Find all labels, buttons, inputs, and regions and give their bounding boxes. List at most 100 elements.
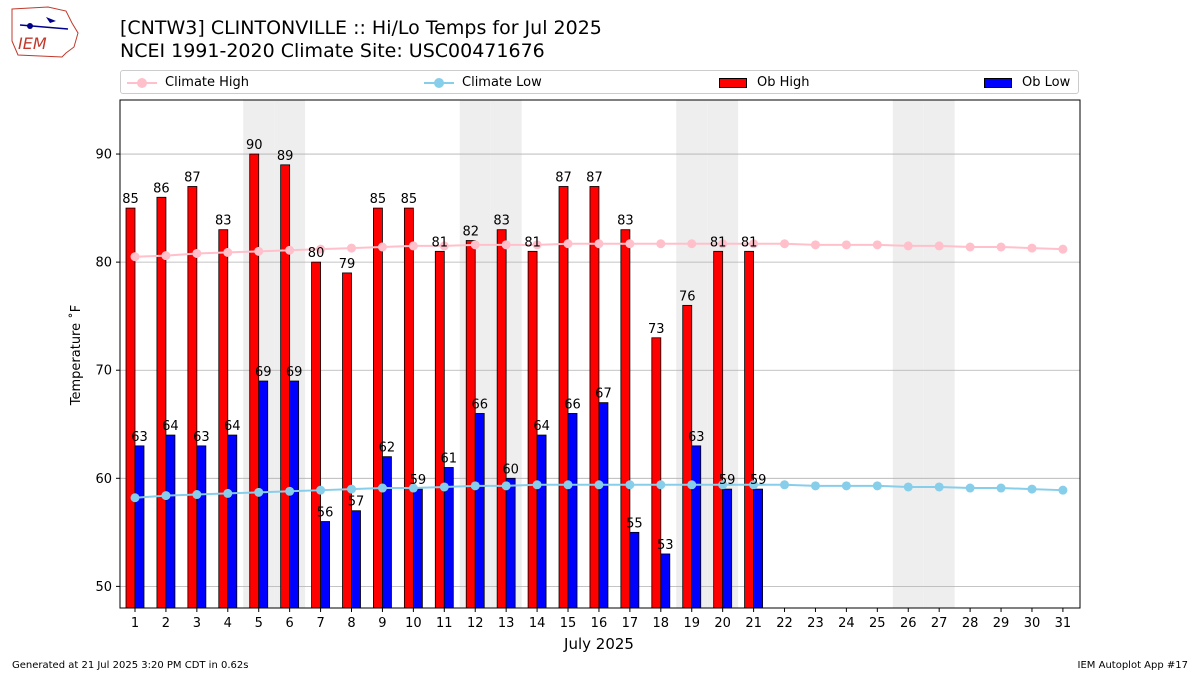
ob-low-label: 57 bbox=[348, 495, 365, 510]
x-tick-label: 19 bbox=[683, 616, 700, 631]
x-tick-label: 22 bbox=[776, 616, 793, 631]
ob-high-bar bbox=[373, 207, 383, 609]
climate-high-point bbox=[996, 242, 1006, 252]
ob-low-label: 62 bbox=[379, 441, 396, 456]
ob-low-label: 64 bbox=[224, 419, 241, 434]
legend-swatch-ob-low bbox=[984, 78, 1012, 88]
ob-high-label: 87 bbox=[184, 170, 201, 185]
ob-high-label: 81 bbox=[710, 235, 727, 250]
y-axis-label: Temperature ˚F bbox=[68, 305, 84, 406]
chart-subtitle: NCEI 1991-2020 Climate Site: USC00471676 bbox=[120, 40, 545, 62]
weekend-shading bbox=[243, 100, 955, 608]
x-axis-label: July 2025 bbox=[563, 635, 634, 653]
climate-high-point bbox=[780, 239, 790, 249]
climate-low-point bbox=[532, 480, 542, 490]
climate-high-point bbox=[1058, 244, 1068, 254]
ob-low-label: 66 bbox=[471, 397, 488, 412]
ob-high-label: 76 bbox=[679, 289, 696, 304]
climate-low-point bbox=[780, 480, 790, 490]
climate-high-line bbox=[134, 242, 1063, 258]
legend-label: Climate High bbox=[165, 75, 250, 90]
legend-swatch-ob-high bbox=[719, 78, 747, 88]
climate-low-point bbox=[965, 483, 975, 493]
ob-low-label: 69 bbox=[286, 365, 303, 380]
y-tick-label: 80 bbox=[95, 256, 112, 271]
ob-high-label: 85 bbox=[370, 192, 387, 207]
climate-low-point bbox=[192, 490, 202, 500]
x-tick-label: 31 bbox=[1055, 616, 1072, 631]
x-tick-label: 25 bbox=[869, 616, 886, 631]
climate-low-point bbox=[408, 483, 418, 493]
ob-low-bar bbox=[443, 467, 454, 609]
climate-low-point bbox=[347, 484, 357, 494]
y-tick-label: 60 bbox=[95, 472, 112, 487]
ob-low-label: 67 bbox=[595, 387, 612, 402]
climate-high-point bbox=[594, 239, 604, 249]
ob-low-bar bbox=[196, 445, 207, 609]
ob-high-bar bbox=[558, 186, 569, 609]
ob-low-label: 60 bbox=[502, 462, 519, 477]
ob-low-label: 63 bbox=[131, 430, 148, 445]
ob-low-bar bbox=[165, 434, 176, 609]
x-tick-label: 17 bbox=[622, 616, 639, 631]
climate-low-point bbox=[470, 481, 480, 491]
x-tick-label: 29 bbox=[993, 616, 1010, 631]
ob-high-label: 81 bbox=[524, 235, 541, 250]
climate-high-point bbox=[872, 240, 882, 250]
climate-high-point bbox=[223, 247, 233, 257]
x-tick-label: 12 bbox=[467, 616, 484, 631]
climate-high-point bbox=[377, 242, 387, 252]
ob-low-label: 59 bbox=[719, 473, 736, 488]
x-tick-label: 27 bbox=[931, 616, 948, 631]
y-tick-label: 90 bbox=[95, 148, 112, 163]
ob-low-bar bbox=[474, 413, 485, 609]
ob-low-label: 53 bbox=[657, 538, 674, 553]
weekend-shade bbox=[490, 100, 522, 608]
ob-low-bar bbox=[505, 477, 516, 609]
ob-low-bar bbox=[289, 380, 300, 609]
y-tick-label: 50 bbox=[95, 580, 112, 595]
x-tick-label: 24 bbox=[838, 616, 855, 631]
climate-low-point bbox=[749, 480, 759, 490]
ob-low-bar bbox=[227, 434, 238, 609]
climate-high-point bbox=[934, 241, 944, 251]
ob-high-label: 81 bbox=[432, 235, 449, 250]
legend-marker-climate-low bbox=[434, 78, 444, 88]
climate-low-point bbox=[594, 480, 604, 490]
climate-high-point bbox=[470, 240, 480, 250]
x-tick-label: 30 bbox=[1024, 616, 1041, 631]
climate-lines bbox=[130, 239, 1068, 503]
x-tick-label: 18 bbox=[653, 616, 670, 631]
x-tick-label: 2 bbox=[162, 616, 170, 631]
ob-high-label: 81 bbox=[741, 235, 758, 250]
climate-low-point bbox=[718, 480, 728, 490]
x-tick-label: 10 bbox=[405, 616, 422, 631]
climate-high-point bbox=[810, 240, 820, 250]
climate-low-point bbox=[1058, 485, 1068, 495]
ob-low-bar bbox=[382, 456, 392, 609]
ob-high-bar bbox=[713, 250, 724, 609]
x-tick-label: 16 bbox=[591, 616, 608, 631]
ob-low-label: 64 bbox=[533, 419, 550, 434]
x-tick-label: 4 bbox=[224, 616, 232, 631]
x-tick-label: 6 bbox=[286, 616, 294, 631]
ob-low-bar bbox=[536, 434, 547, 609]
x-tick-label: 8 bbox=[347, 616, 355, 631]
legend-label: Ob Low bbox=[1022, 75, 1071, 90]
y-tick-label: 70 bbox=[95, 364, 112, 379]
climate-high-point bbox=[965, 242, 975, 252]
x-tick-label: 13 bbox=[498, 616, 515, 631]
grid-lines bbox=[120, 153, 1080, 587]
weekend-shade bbox=[676, 100, 708, 608]
iem-logo: IEM bbox=[11, 6, 79, 58]
ob-high-label: 73 bbox=[648, 322, 665, 337]
ob-high-bar bbox=[434, 250, 445, 609]
x-tick-label: 15 bbox=[560, 616, 577, 631]
x-tick-label: 3 bbox=[193, 616, 201, 631]
climate-high-point bbox=[718, 239, 728, 249]
climate-high-point bbox=[130, 252, 140, 262]
ob-high-label: 85 bbox=[401, 192, 418, 207]
ob-low-label: 56 bbox=[317, 506, 334, 521]
climate-low-point bbox=[563, 480, 573, 490]
